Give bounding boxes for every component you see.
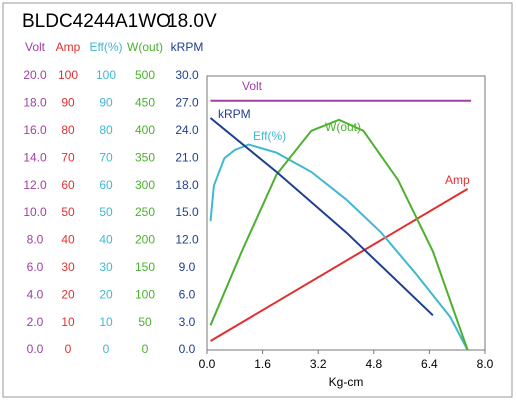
series-label: W(out) — [325, 120, 361, 134]
y-tick-label: 90 — [99, 96, 113, 110]
series-label: Volt — [242, 79, 263, 93]
y-tick-label: 50 — [99, 205, 113, 219]
x-tick-label: 1.6 — [254, 357, 271, 371]
y-tick-label: 0 — [142, 342, 149, 356]
y-tick-label: 80 — [61, 123, 75, 137]
y-tick-label: 400 — [135, 123, 155, 137]
y-tick-label: 70 — [99, 150, 113, 164]
chart-subtitle: 18.0V — [167, 11, 217, 32]
y-tick-label: 100 — [135, 287, 155, 301]
axis-header: Volt — [25, 40, 46, 54]
y-tick-label: 8.0 — [27, 233, 44, 247]
y-tick-label: 10.0 — [23, 205, 47, 219]
x-tick-label: 8.0 — [477, 357, 494, 371]
y-tick-label: 50 — [138, 315, 152, 329]
axis-header: kRPM — [171, 40, 204, 54]
series-line — [209, 188, 469, 342]
x-tick-label: 3.2 — [310, 357, 327, 371]
frame — [2, 2, 513, 398]
y-tick-label: 4.0 — [27, 287, 44, 301]
y-tick-label: 30 — [99, 260, 113, 274]
y-tick-label: 50 — [61, 205, 75, 219]
y-tick-label: 21.0 — [175, 150, 199, 164]
y-tick-label: 9.0 — [179, 260, 196, 274]
y-tick-label: 350 — [135, 150, 155, 164]
y-tick-label: 250 — [135, 205, 155, 219]
y-tick-label: 500 — [135, 68, 155, 82]
y-tick-label: 12.0 — [175, 233, 199, 247]
series-line — [209, 143, 469, 351]
y-tick-label: 20 — [99, 287, 113, 301]
y-tick-label: 6.0 — [27, 260, 44, 274]
y-tick-label: 14.0 — [23, 150, 47, 164]
y-tick-label: 30.0 — [175, 68, 199, 82]
y-tick-label: 2.0 — [27, 315, 44, 329]
y-tick-label: 15.0 — [175, 205, 199, 219]
y-tick-label: 20.0 — [23, 68, 47, 82]
y-tick-label: 40 — [99, 233, 113, 247]
y-tick-label: 80 — [99, 123, 113, 137]
axis-header: Amp — [56, 40, 81, 54]
y-tick-label: 6.0 — [179, 287, 196, 301]
y-tick-label: 10 — [61, 315, 75, 329]
y-tick-label: 40 — [61, 233, 75, 247]
y-tick-label: 0.0 — [27, 342, 44, 356]
y-tick-label: 16.0 — [23, 123, 47, 137]
axis-header: W(out) — [127, 40, 163, 54]
y-tick-label: 27.0 — [175, 96, 199, 110]
axis-header: Eff(%) — [89, 40, 122, 54]
y-tick-label: 24.0 — [175, 123, 199, 137]
y-tick-label: 450 — [135, 96, 155, 110]
plot-frame — [206, 75, 486, 351]
x-tick-label: 4.8 — [365, 357, 382, 371]
x-tick-label: 0.0 — [199, 357, 216, 371]
y-tick-label: 60 — [61, 178, 75, 192]
y-tick-label: 300 — [135, 178, 155, 192]
y-tick-label: 70 — [61, 150, 75, 164]
y-tick-label: 100 — [58, 68, 78, 82]
y-tick-label: 60 — [99, 178, 113, 192]
x-tick-label: 6.4 — [421, 357, 438, 371]
y-tick-label: 100 — [96, 68, 116, 82]
y-tick-label: 90 — [61, 96, 75, 110]
y-tick-label: 30 — [61, 260, 75, 274]
y-tick-label: 3.0 — [179, 315, 196, 329]
series-label: Amp — [445, 173, 470, 187]
series-label: Eff(%) — [253, 129, 286, 143]
series-label: kRPM — [218, 107, 251, 121]
y-tick-label: 0 — [103, 342, 110, 356]
y-tick-label: 12.0 — [23, 178, 47, 192]
series-line — [209, 118, 469, 351]
y-tick-label: 10 — [99, 315, 113, 329]
y-tick-label: 0 — [65, 342, 72, 356]
y-tick-label: 20 — [61, 287, 75, 301]
y-tick-label: 18.0 — [23, 96, 47, 110]
chart-title: BLDC4244A1WO — [22, 11, 171, 32]
series-line — [209, 117, 434, 317]
y-tick-label: 0.0 — [179, 342, 196, 356]
y-tick-label: 150 — [135, 260, 155, 274]
y-tick-label: 18.0 — [175, 178, 199, 192]
x-axis-label: Kg-cm — [329, 375, 364, 389]
y-tick-label: 200 — [135, 233, 155, 247]
